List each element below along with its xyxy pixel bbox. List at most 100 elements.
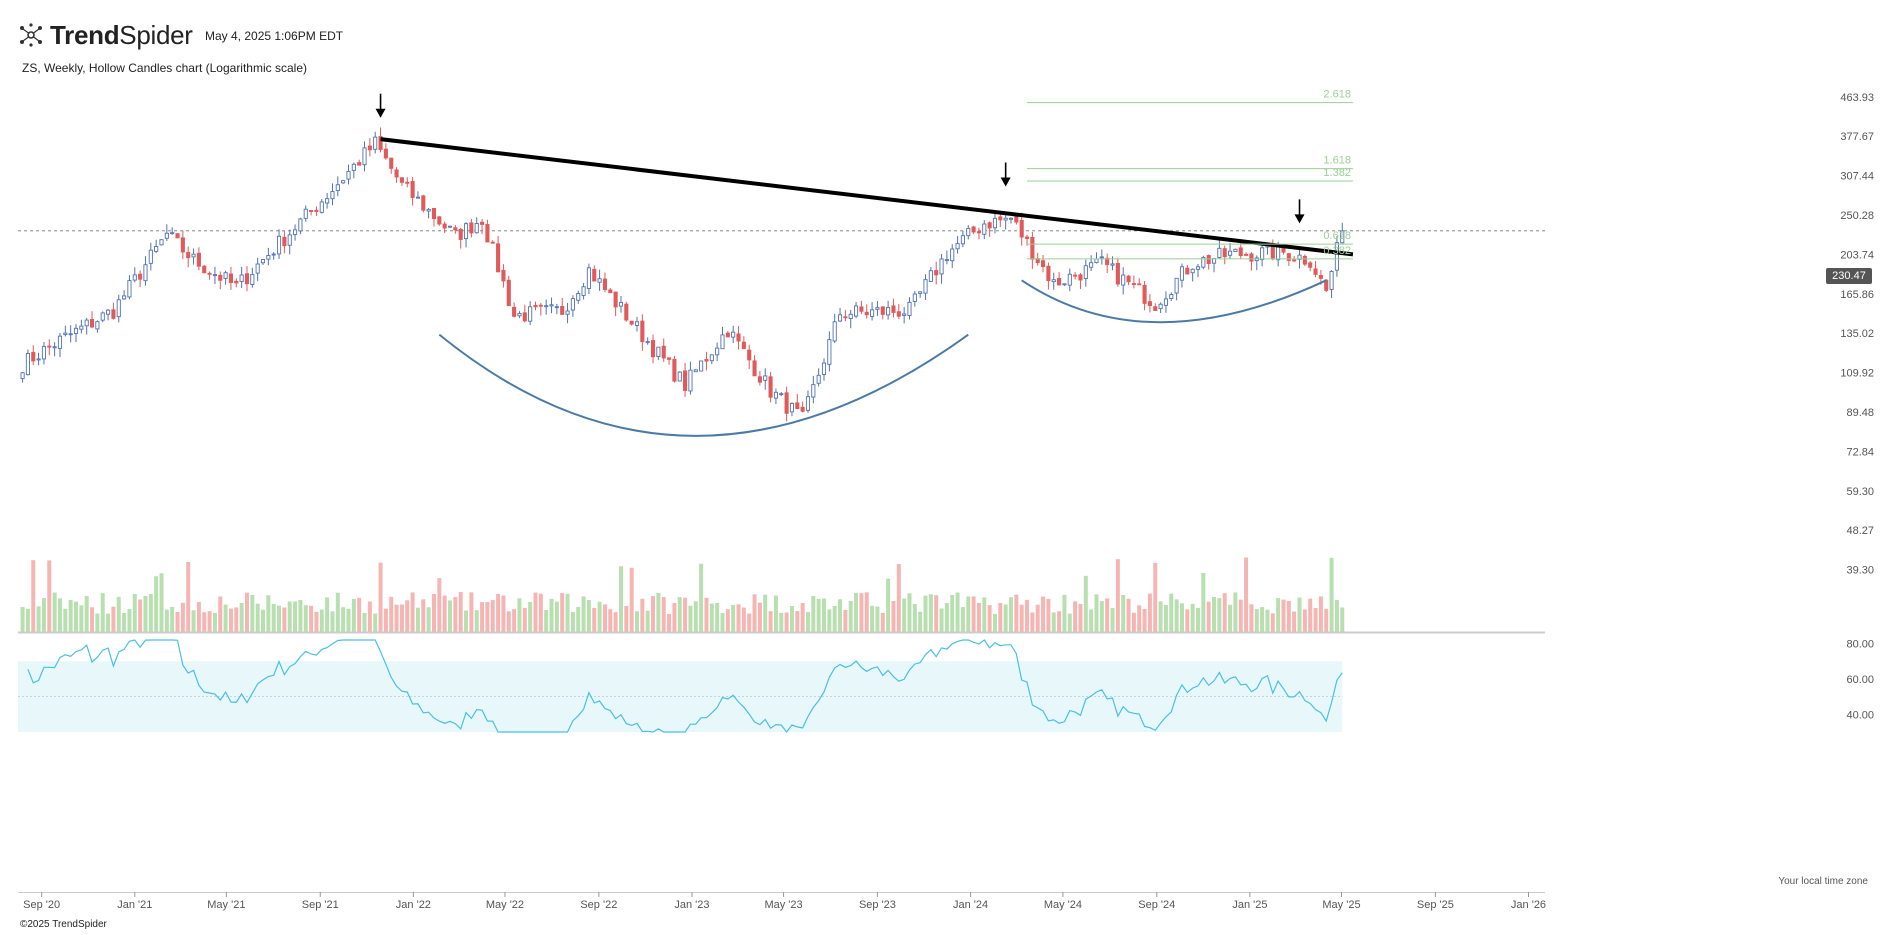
candle	[1244, 252, 1249, 257]
x-axis-label: Sep '20	[23, 899, 60, 911]
volume-bar	[1217, 598, 1222, 632]
price-axis-label: 307.44	[1840, 171, 1874, 183]
candle	[592, 265, 597, 282]
candle	[1137, 278, 1142, 286]
candle-body	[891, 305, 896, 313]
volume-bar	[517, 598, 522, 632]
volume-bar	[923, 595, 928, 632]
volume-bar	[464, 610, 469, 632]
candle	[843, 309, 848, 322]
volume-bar	[453, 597, 458, 632]
candle-body	[501, 269, 506, 282]
candle-body	[453, 227, 458, 231]
candle	[650, 334, 656, 364]
volume-bar	[325, 597, 330, 632]
candle-body	[720, 334, 725, 350]
volume-bar	[25, 608, 30, 632]
candle-body	[442, 223, 447, 229]
candle	[143, 256, 148, 286]
candle-body	[426, 208, 431, 212]
x-axis-label: May '22	[486, 899, 524, 911]
candle	[613, 291, 618, 317]
candle-body	[741, 341, 746, 349]
candle-body	[1142, 284, 1147, 304]
rsi-layer	[18, 639, 1343, 733]
candle	[688, 361, 693, 395]
candle-body	[405, 181, 410, 184]
candle	[656, 346, 661, 360]
volume-bar	[1340, 607, 1345, 632]
candle-body	[624, 303, 629, 321]
candle-body	[309, 210, 314, 212]
volume-bar	[1094, 594, 1099, 632]
volume-bar	[1014, 594, 1019, 632]
volume-bar	[896, 563, 901, 632]
candle	[683, 362, 688, 398]
arrow-head	[1294, 214, 1305, 224]
candle-body	[399, 177, 404, 183]
x-axis-label: Sep '25	[1417, 899, 1454, 911]
candle	[1041, 254, 1046, 273]
candle	[1083, 259, 1088, 287]
candle-body	[47, 345, 52, 348]
volume-bar	[1265, 609, 1270, 632]
volume-bar	[196, 602, 201, 632]
volume-bar	[138, 599, 143, 632]
volume-bar	[84, 595, 89, 632]
candle-body	[36, 358, 41, 361]
candle-body	[143, 264, 148, 282]
candle	[747, 344, 752, 369]
chart-timestamp: May 4, 2025 1:06PM EDT	[205, 29, 344, 43]
candle	[1340, 222, 1345, 245]
candle-body	[1131, 283, 1136, 286]
candle-body	[923, 279, 928, 294]
candle-body	[362, 147, 367, 166]
candle-body	[1174, 277, 1179, 294]
volume-bar	[784, 612, 789, 632]
candle-body	[57, 335, 63, 349]
price-axis-label: 135.02	[1840, 328, 1874, 340]
candle-body	[1121, 274, 1126, 286]
candle-body	[1115, 262, 1120, 285]
candle	[672, 355, 677, 383]
candle	[715, 342, 720, 362]
candle	[218, 271, 223, 290]
candle	[506, 275, 511, 307]
candle-body	[570, 298, 575, 311]
volume-bar	[672, 603, 677, 632]
price-axis-label: 203.74	[1840, 249, 1874, 261]
volume-bar	[501, 595, 506, 632]
volume-bar	[1019, 604, 1024, 632]
volume-bar	[597, 601, 602, 632]
volume-bar	[1324, 608, 1329, 632]
candle-body	[512, 306, 517, 317]
volume-bar	[699, 563, 704, 632]
candle	[784, 386, 789, 422]
volume-bar	[63, 608, 68, 632]
volume-bar	[1254, 609, 1259, 632]
candle	[736, 326, 741, 350]
volume-bar	[212, 613, 217, 632]
candle	[741, 336, 746, 350]
volume-bar	[629, 567, 634, 632]
candle-body	[100, 312, 105, 321]
candle-body	[912, 293, 917, 302]
candle	[880, 306, 885, 320]
candle-body	[976, 231, 981, 234]
down-arrow-marker	[375, 93, 386, 118]
volume-bar	[341, 607, 346, 632]
price-axis-label: 39.30	[1846, 565, 1874, 577]
candle-body	[431, 207, 437, 220]
candle-body	[255, 263, 260, 274]
candle	[68, 325, 73, 343]
candle	[618, 295, 624, 313]
candle	[1174, 277, 1179, 301]
candle-body	[84, 319, 89, 327]
candle	[271, 252, 276, 260]
fib-label: 2.618	[1323, 89, 1351, 101]
fib-level: 2.618	[1027, 89, 1353, 104]
candle	[154, 239, 159, 253]
volume-bar	[1334, 599, 1339, 632]
volume-bar	[47, 560, 52, 632]
brand-light: Spider	[119, 19, 193, 50]
